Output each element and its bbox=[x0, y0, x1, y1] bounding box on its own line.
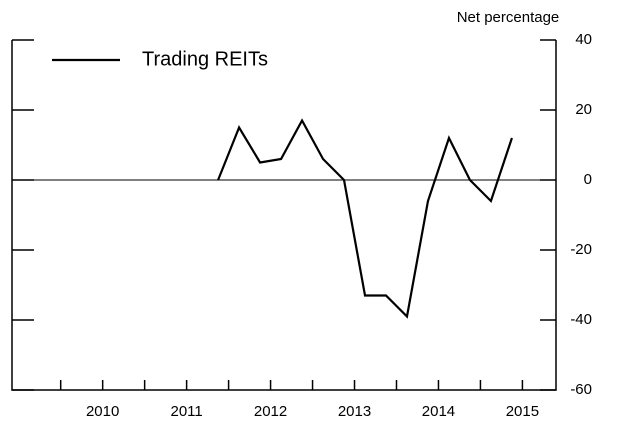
y-tick-label: -20 bbox=[570, 241, 592, 258]
y-tick-label: 20 bbox=[575, 101, 592, 118]
x-tick-label: 2011 bbox=[170, 403, 202, 420]
x-tick-label: 2012 bbox=[254, 403, 287, 420]
data-line bbox=[217, 118, 513, 319]
x-tick-label: 2015 bbox=[506, 403, 539, 420]
y-axis-label: Net percentage bbox=[457, 9, 560, 26]
y-tick-label: -60 bbox=[570, 381, 592, 398]
x-tick-label: 2010 bbox=[86, 403, 119, 420]
x-tick-label: 2013 bbox=[338, 403, 371, 420]
legend-label: Trading REITs bbox=[142, 48, 268, 70]
y-tick-label: 40 bbox=[575, 31, 592, 48]
x-tick-label: 2014 bbox=[422, 403, 455, 420]
axis-frame bbox=[11, 40, 557, 391]
y-tick-label: 0 bbox=[584, 171, 592, 188]
y-tick-label: -40 bbox=[570, 311, 592, 328]
